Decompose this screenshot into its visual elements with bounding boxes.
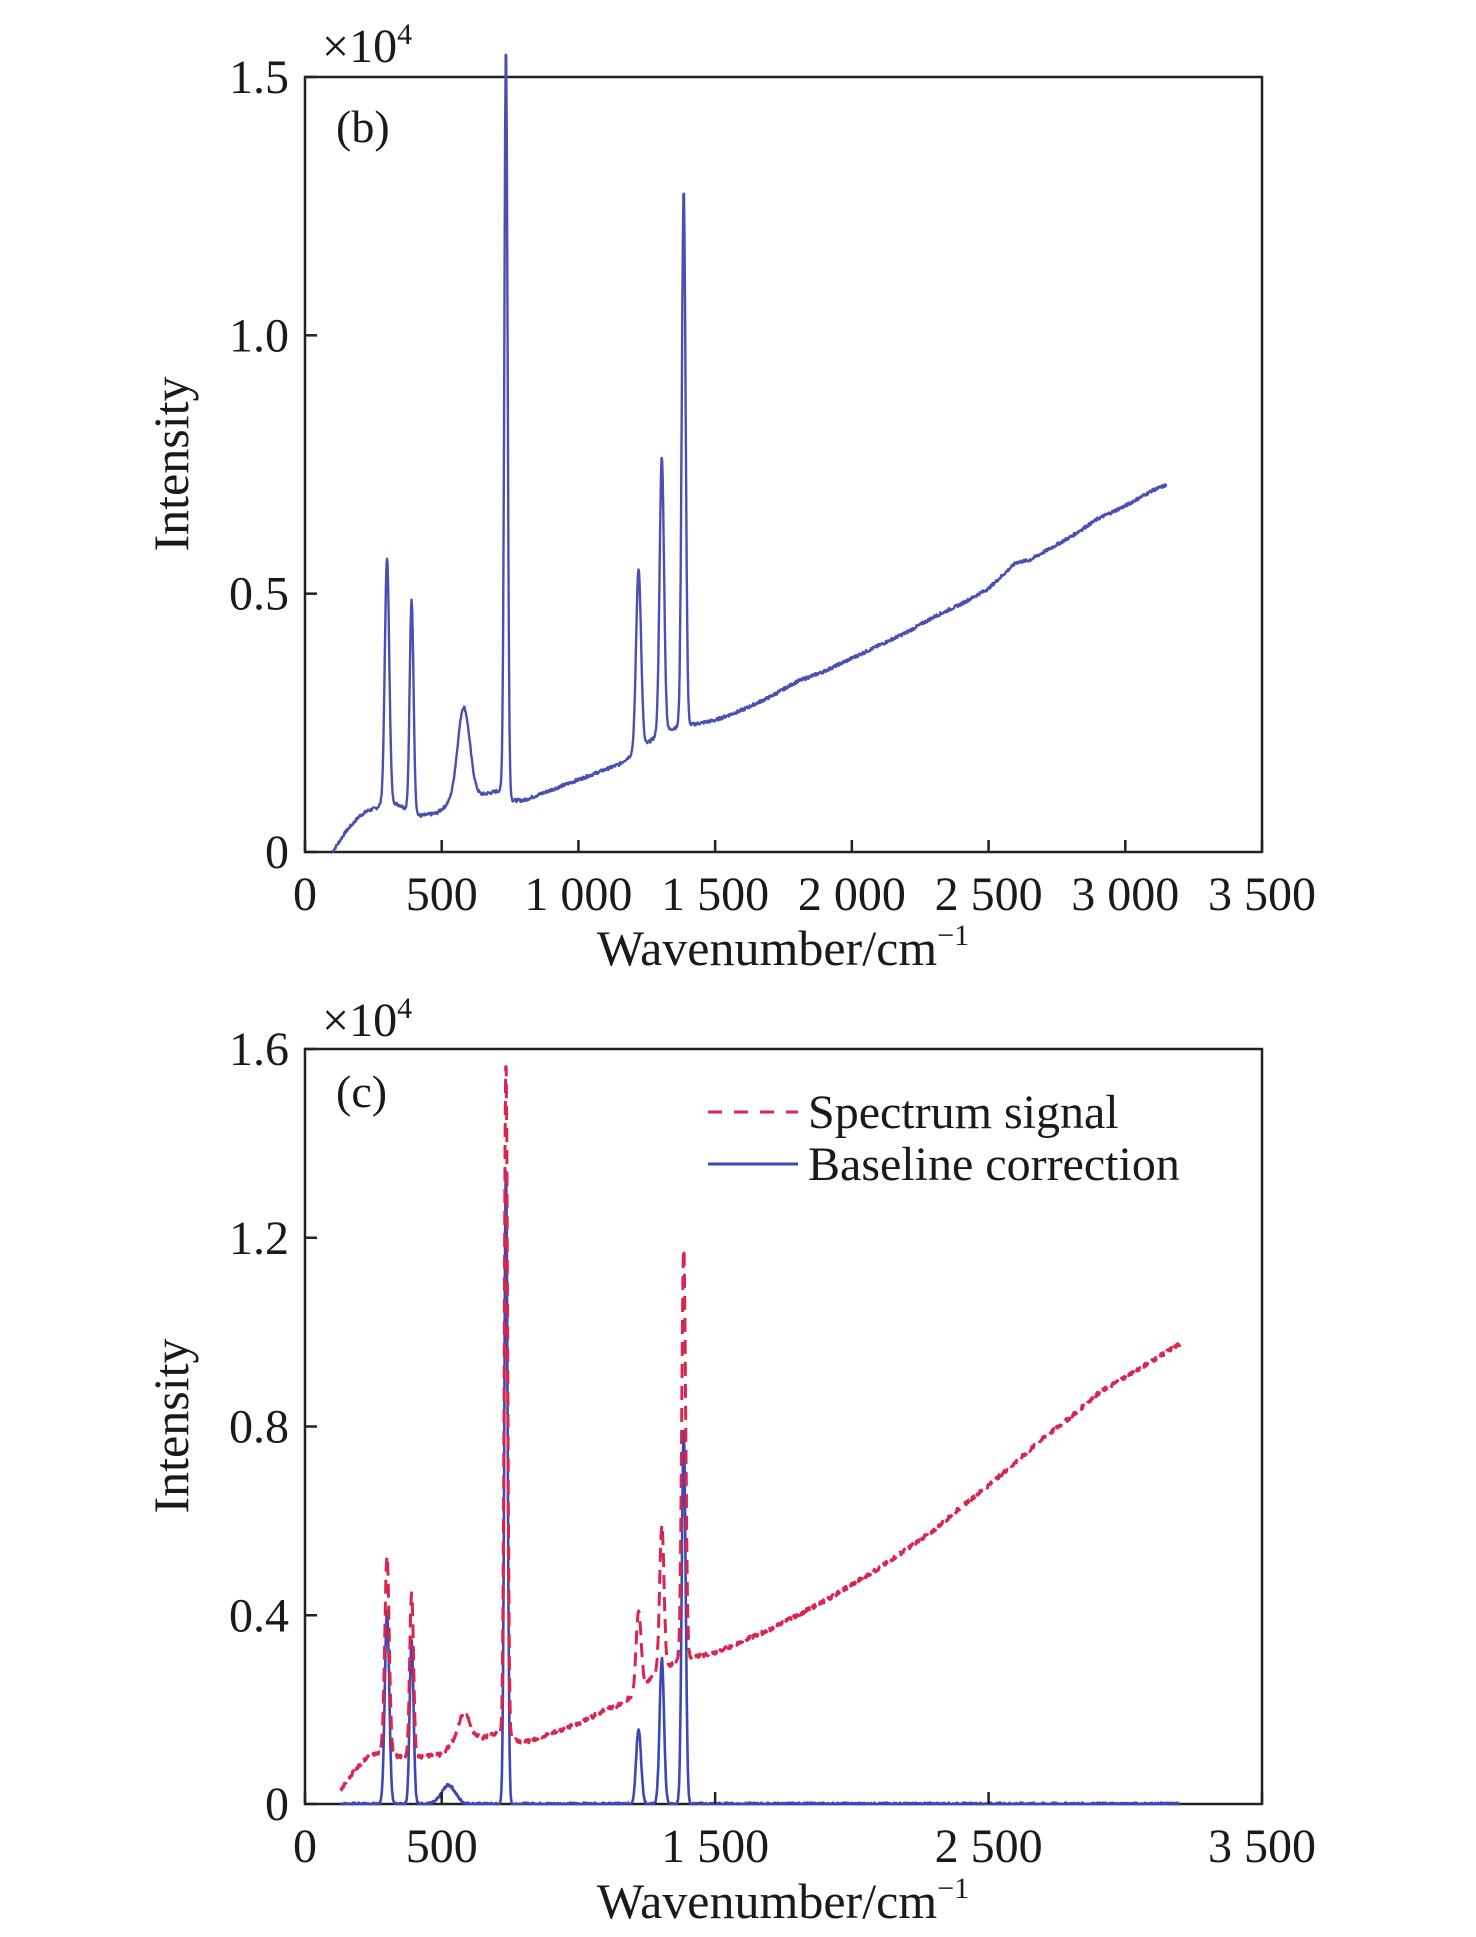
legend-label-spectrum-signal: Spectrum signal [808,1086,1119,1139]
panel-c-baseline-correction-line [339,1170,1181,1806]
panel-b-x-tick-label: 3 000 [1071,868,1179,921]
panel-b-x-ticks: 0 500 1 000 1 500 2 000 2 500 3 000 3 500 [293,840,1316,921]
panel-b-multiplier-base: ×10 [322,20,397,73]
panel-c-x-tick-label: 2 500 [935,1820,1043,1873]
panel-b: 0 500 1 000 1 500 2 000 2 500 3 000 3 500 0 0.5 1… [143,18,1316,976]
panel-b-multiplier-exponent: 4 [397,18,412,51]
panel-c-x-tick-label: 0 [293,1820,317,1873]
panel-c-x-ticks: 0 500 1 500 2 500 3 500 [293,1792,1316,1873]
panel-c: 0 500 1 500 2 500 3 500 0 0.4 0.8 1.2 1.6 (c) ×1… [143,992,1316,1929]
panel-b-y-tick-label: 0.5 [229,568,289,621]
panel-c-multiplier-base: ×10 [322,994,397,1047]
panel-b-x-tick-label: 1 000 [524,868,632,921]
panel-c-x-tick-label: 500 [406,1820,478,1873]
panel-c-x-tick-label: 3 500 [1208,1820,1316,1873]
panel-c-x-axis-title-base: Wavenumber/cm [597,1873,937,1929]
panel-b-multiplier: ×104 [322,18,412,73]
panel-b-x-tick-label: 0 [293,868,317,921]
panel-b-y-axis-title: Intensity [143,377,199,552]
panel-b-series-layer [331,53,1168,853]
panel-c-x-axis-title: Wavenumber/cm−1 [597,1872,969,1929]
panel-c-x-tick-label: 1 500 [661,1820,769,1873]
panel-c-y-tick-label: 0.4 [229,1589,289,1642]
panel-b-y-tick-label: 0 [265,826,289,879]
panel-c-spectrum-signal-line [339,1065,1182,1792]
panel-c-y-tick-label: 0.8 [229,1401,289,1454]
panel-b-plot-frame [303,75,1264,854]
panel-b-y-ticks: 0 0.5 1.0 1.5 [229,51,317,879]
legend-label-baseline-correction: Baseline correction [808,1138,1180,1191]
panel-c-y-tick-label: 1.6 [229,1023,289,1076]
panel-b-x-axis-title-base: Wavenumber/cm [597,920,937,976]
panel-c-x-axis-title-exponent: −1 [937,1872,969,1905]
panel-c-series-layer [339,1065,1182,1806]
panel-b-y-tick-label: 1.0 [229,309,289,362]
panel-b-y-tick-label: 1.5 [229,51,289,104]
panel-c-tag: (c) [336,1066,387,1117]
panel-b-tag: (b) [336,101,390,152]
panel-c-multiplier-exponent: 4 [397,992,412,1025]
panel-c-y-axis-title: Intensity [143,1339,199,1514]
panel-b-signal-line [331,53,1168,853]
panel-b-x-tick-label: 2 000 [798,868,906,921]
panel-b-x-tick-label: 1 500 [661,868,769,921]
panel-c-y-tick-label: 0 [265,1778,289,1831]
panel-b-x-tick-label: 3 500 [1208,868,1316,921]
panel-b-x-tick-label: 500 [406,868,478,921]
panel-b-x-tick-label: 2 500 [935,868,1043,921]
panel-c-legend: Spectrum signal Baseline correction [708,1086,1180,1191]
panel-b-x-axis-title: Wavenumber/cm−1 [597,919,969,976]
panel-c-y-ticks: 0 0.4 0.8 1.2 1.6 [229,1023,317,1831]
panel-c-multiplier: ×104 [322,992,412,1047]
panel-c-y-tick-label: 1.2 [229,1212,289,1265]
panel-b-x-axis-title-exponent: −1 [937,919,969,952]
